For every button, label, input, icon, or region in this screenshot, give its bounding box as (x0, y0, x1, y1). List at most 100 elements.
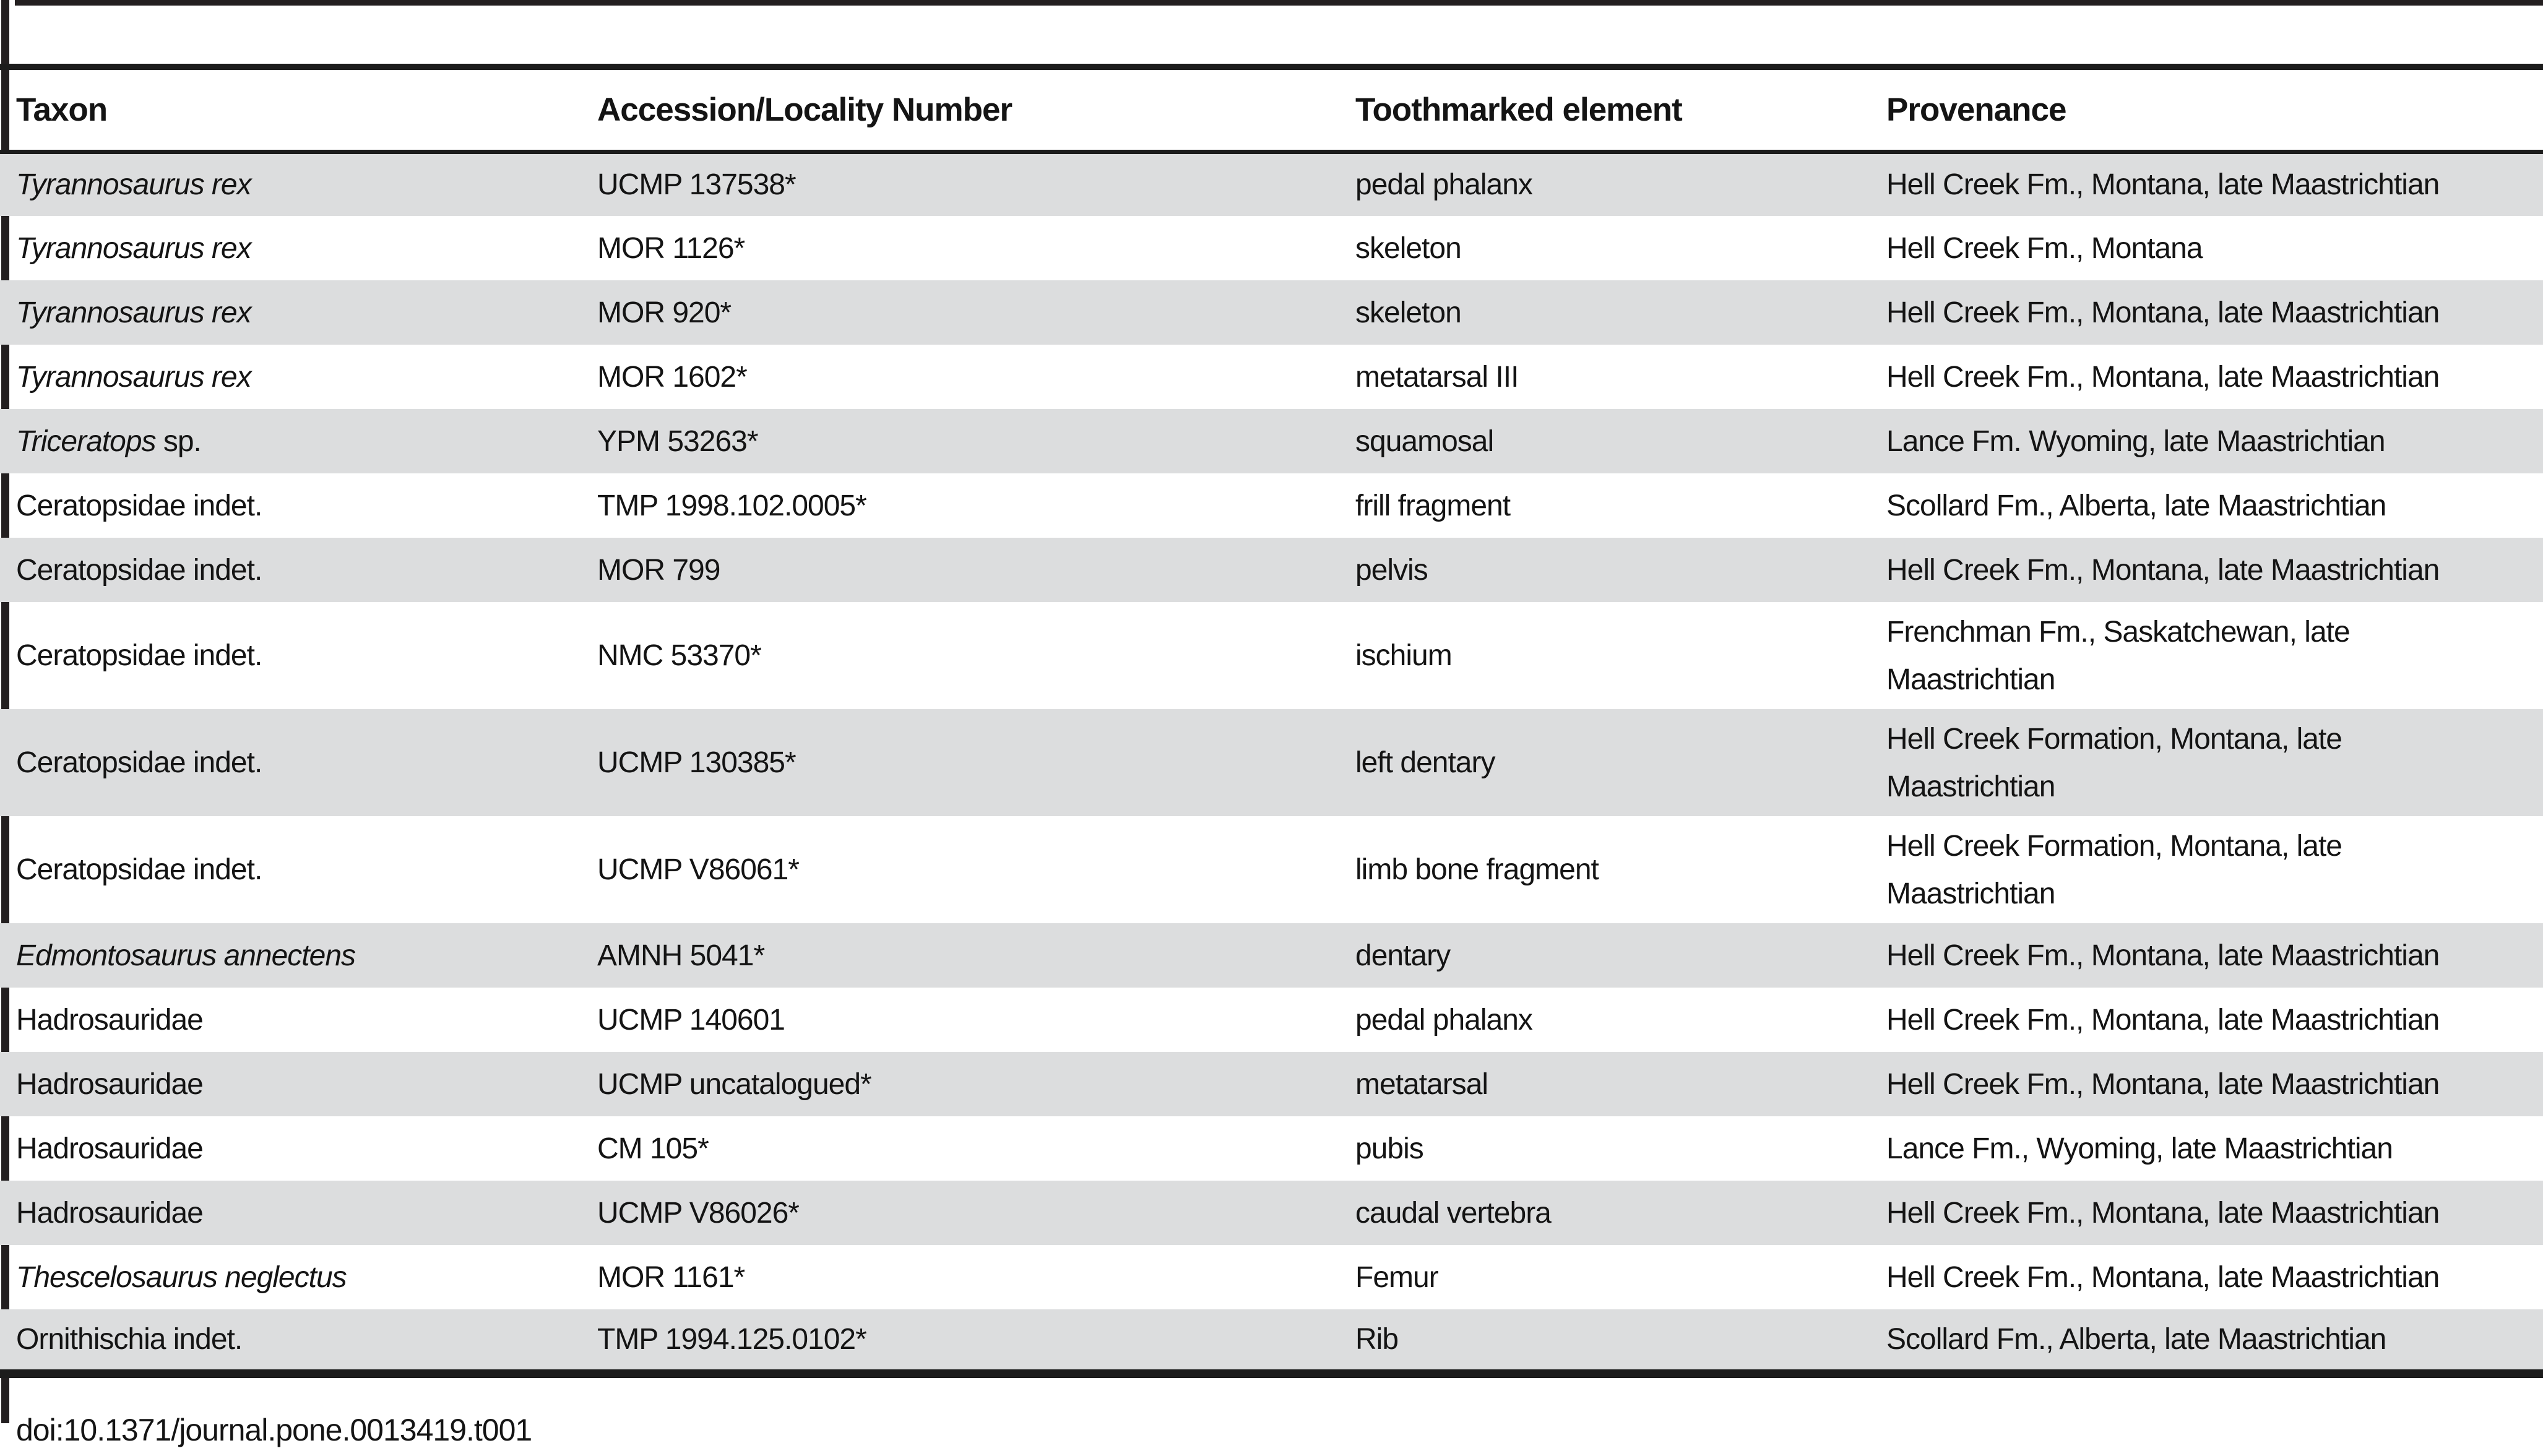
provenance-cell: Hell Creek Fm., Montana, late Maastricht… (1886, 1196, 2440, 1230)
accession-cell: TMP 1994.125.0102* (597, 1323, 867, 1356)
taxon-cell: Tyrannosaurus rex (0, 280, 597, 345)
table-header: Taxon Accession/Locality Number Toothmar… (0, 67, 2543, 154)
provenance-cell: Hell Creek Formation, Montana, late Maas… (1886, 829, 2342, 910)
element-cell: skeleton (1355, 231, 1462, 265)
element-cell: squamosal (1355, 424, 1494, 458)
accession-cell: MOR 920* (597, 296, 732, 329)
provenance-cell: Hell Creek Fm., Montana, late Maastricht… (1886, 296, 2440, 329)
table-row: Ceratopsidae indet. MOR 799 pelvis Hell Cre… (0, 538, 2543, 602)
table-body: Tyrannosaurus rex UCMP 137538* pedal phala… (0, 152, 2543, 1374)
accession-cell: YPM 53263* (597, 424, 759, 458)
table-row: Edmontosaurus annectens AMNH 5041* dentary… (0, 923, 2543, 988)
taxon-cell: Hadrosauridae (0, 1116, 597, 1181)
element-cell: pubis (1355, 1132, 1424, 1165)
element-cell: pedal phalanx (1355, 168, 1533, 202)
taxon-name-italic: Thescelosaurus neglectus (16, 1260, 347, 1294)
provenance-cell: Hell Creek Fm., Montana, late Maastricht… (1886, 1067, 2440, 1101)
taxon-cell: Tyrannosaurus rex (0, 152, 597, 216)
taxon-name-roman: Ceratopsidae indet. (16, 639, 262, 672)
provenance-cell: Hell Creek Fm., Montana, late Maastricht… (1886, 1003, 2440, 1036)
provenance-cell: Hell Creek Formation, Montana, late Maas… (1886, 722, 2342, 803)
accession-cell: UCMP 130385* (597, 746, 797, 779)
table-row: Hadrosauridae UCMP 140601 pedal phalanx Hel… (0, 988, 2543, 1052)
table-row: Thescelosaurus neglectus MOR 1161* Femur He… (0, 1245, 2543, 1309)
element-cell: left dentary (1355, 746, 1495, 779)
taxon-name-italic: Tyrannosaurus rex (16, 231, 252, 265)
taxon-name-roman: Hadrosauridae (16, 1132, 204, 1165)
taxon-cell: Tyrannosaurus rex (0, 216, 597, 280)
column-header-accession: Accession/Locality Number (597, 67, 1355, 154)
taxon-name-roman: Hadrosauridae (16, 1067, 204, 1101)
element-cell: frill fragment (1355, 489, 1511, 522)
taxon-name-roman: Ornithischia indet. (16, 1323, 243, 1356)
taxon-cell: Hadrosauridae (0, 1181, 597, 1245)
taxon-name-roman: Ceratopsidae indet. (16, 553, 262, 587)
scan-edge-bar-left (1, 0, 9, 1423)
accession-cell: CM 105* (597, 1132, 709, 1165)
element-cell: pelvis (1355, 553, 1428, 587)
table-row: Ornithischia indet. TMP 1994.125.0102* Rib… (0, 1309, 2543, 1374)
taxon-cell: Ornithischia indet. (0, 1309, 597, 1374)
taxon-name-roman: Hadrosauridae (16, 1196, 204, 1230)
element-cell: metatarsal III (1355, 360, 1519, 394)
taxon-name-italic: Triceratops (16, 424, 157, 458)
element-cell: caudal vertebra (1355, 1196, 1552, 1230)
accession-cell: UCMP V86026* (597, 1196, 800, 1230)
provenance-cell: Hell Creek Fm., Montana (1886, 231, 2203, 265)
accession-cell: MOR 1161* (597, 1260, 745, 1294)
provenance-cell: Frenchman Fm., Saskatchewan, late Maastr… (1886, 615, 2351, 696)
table-row: Ceratopsidae indet. UCMP 130385* left dent… (0, 709, 2543, 816)
table-row: Hadrosauridae UCMP uncatalogued* metatarsa… (0, 1052, 2543, 1116)
element-cell: ischium (1355, 639, 1453, 672)
header-row: Taxon Accession/Locality Number Toothmar… (0, 67, 2543, 154)
table-row: Ceratopsidae indet. UCMP V86061* limb bone… (0, 816, 2543, 923)
element-cell: limb bone fragment (1355, 853, 1599, 886)
provenance-cell: Lance Fm. Wyoming, late Maastrichtian (1886, 424, 2386, 458)
taxon-name-italic: Tyrannosaurus rex (16, 296, 252, 329)
taxon-name-roman: Ceratopsidae indet. (16, 853, 262, 886)
taxon-cell: Hadrosauridae (0, 988, 597, 1052)
scan-edge-bar-top (15, 0, 2543, 6)
accession-cell: MOR 799 (597, 553, 720, 587)
accession-cell: NMC 53370* (597, 639, 762, 672)
provenance-cell: Hell Creek Fm., Montana, late Maastricht… (1886, 939, 2440, 972)
provenance-cell: Hell Creek Fm., Montana, late Maastricht… (1886, 168, 2440, 202)
doi-citation: doi:10.1371/journal.pone.0013419.t001 (16, 1413, 532, 1447)
table-row: Ceratopsidae indet. TMP 1998.102.0005* fri… (0, 473, 2543, 538)
element-cell: Femur (1355, 1260, 1439, 1294)
table-row: Tyrannosaurus rex MOR 1602* metatarsal III… (0, 345, 2543, 409)
table-row: Triceratops sp. YPM 53263* squamosal Lance … (0, 409, 2543, 473)
taxon-name-roman: Ceratopsidae indet. (16, 746, 262, 779)
taxon-cell: Ceratopsidae indet. (0, 602, 597, 709)
specimen-table: Taxon Accession/Locality Number Toothmar… (0, 64, 2543, 1378)
accession-cell: MOR 1602* (597, 360, 748, 394)
element-cell: dentary (1355, 939, 1451, 972)
taxon-cell: Triceratops sp. (0, 409, 597, 473)
taxon-cell: Thescelosaurus neglectus (0, 1245, 597, 1309)
taxon-cell: Ceratopsidae indet. (0, 473, 597, 538)
taxon-name-roman: sp. (155, 424, 202, 458)
column-header-element: Toothmarked element (1355, 67, 1886, 154)
table-row: Tyrannosaurus rex UCMP 137538* pedal phala… (0, 152, 2543, 216)
accession-cell: AMNH 5041* (597, 939, 765, 972)
taxon-name-roman: Ceratopsidae indet. (16, 489, 262, 522)
element-cell: metatarsal (1355, 1067, 1488, 1101)
taxon-cell: Hadrosauridae (0, 1052, 597, 1116)
accession-cell: TMP 1998.102.0005* (597, 489, 867, 522)
column-header-taxon: Taxon (0, 67, 597, 154)
taxon-cell: Ceratopsidae indet. (0, 709, 597, 816)
element-cell: Rib (1355, 1323, 1399, 1356)
provenance-cell: Hell Creek Fm., Montana, late Maastricht… (1886, 360, 2440, 394)
taxon-cell: Ceratopsidae indet. (0, 816, 597, 923)
provenance-cell: Lance Fm., Wyoming, late Maastrichtian (1886, 1132, 2393, 1165)
element-cell: pedal phalanx (1355, 1003, 1533, 1036)
table-row: Tyrannosaurus rex MOR 920* skeleton Hell Cr… (0, 280, 2543, 345)
accession-cell: UCMP uncatalogued* (597, 1067, 872, 1101)
taxon-name-roman: Hadrosauridae (16, 1003, 204, 1036)
provenance-cell: Hell Creek Fm., Montana, late Maastricht… (1886, 1260, 2440, 1294)
provenance-cell: Hell Creek Fm., Montana, late Maastricht… (1886, 553, 2440, 587)
accession-cell: UCMP V86061* (597, 853, 800, 886)
taxon-cell: Tyrannosaurus rex (0, 345, 597, 409)
taxon-name-italic: Edmontosaurus annectens (16, 939, 356, 972)
taxon-cell: Edmontosaurus annectens (0, 923, 597, 988)
